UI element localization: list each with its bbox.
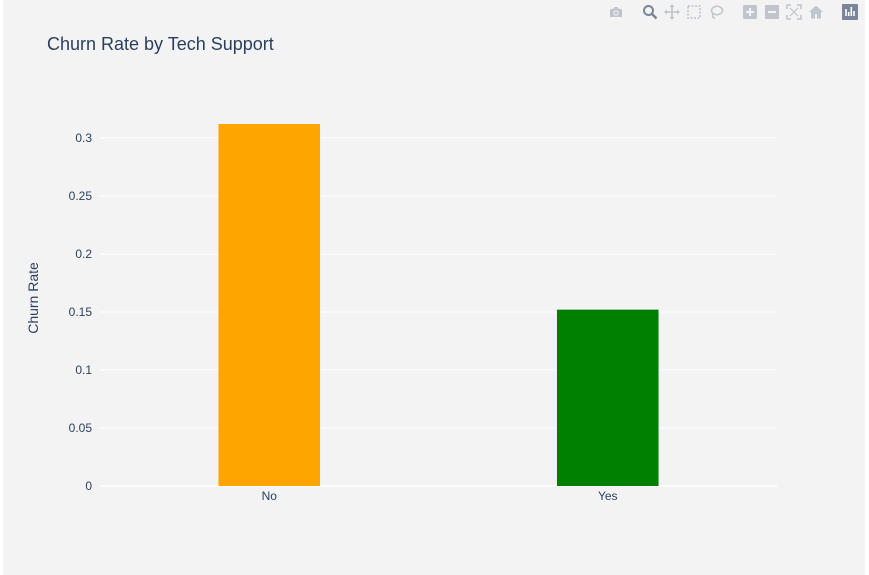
y-tick-label: 0.2 xyxy=(75,247,92,261)
x-tick-label: No xyxy=(262,489,278,503)
box-select-icon[interactable] xyxy=(685,3,703,21)
lasso-icon[interactable] xyxy=(707,3,725,21)
y-tick-label: 0.25 xyxy=(69,189,93,203)
pan-icon[interactable] xyxy=(663,3,681,21)
x-tick-label: Yes xyxy=(598,489,618,503)
y-tick-label: 0 xyxy=(85,479,92,493)
modebar xyxy=(603,2,859,22)
zoom-in-icon[interactable] xyxy=(741,3,759,21)
plot-container: Churn Rate by Tech Support xyxy=(3,0,865,575)
autoscale-icon[interactable] xyxy=(785,3,803,21)
plotly-logo-icon[interactable] xyxy=(841,3,859,21)
bar-no[interactable] xyxy=(218,124,321,486)
chart-title: Churn Rate by Tech Support xyxy=(47,34,274,54)
gridlines xyxy=(100,137,777,487)
y-tick-label: 0.05 xyxy=(69,421,93,435)
bars xyxy=(218,124,659,486)
camera-icon[interactable] xyxy=(607,3,625,21)
y-tick-label: 0.15 xyxy=(69,305,93,319)
y-axis-title: Churn Rate xyxy=(25,262,41,334)
bar-chart: 0 0.05 0.1 0.15 0.2 0.25 0.3 No Yes Churn Rate xyxy=(25,124,777,503)
reset-axes-icon[interactable] xyxy=(807,3,825,21)
tick-labels: 0 0.05 0.1 0.15 0.2 0.25 0.3 No Yes xyxy=(69,131,618,503)
y-tick-label: 0.1 xyxy=(75,363,92,377)
zoom-out-icon[interactable] xyxy=(763,3,781,21)
y-tick-label: 0.3 xyxy=(75,131,92,145)
zoom-icon[interactable] xyxy=(641,3,659,21)
bar-yes[interactable] xyxy=(556,309,659,486)
